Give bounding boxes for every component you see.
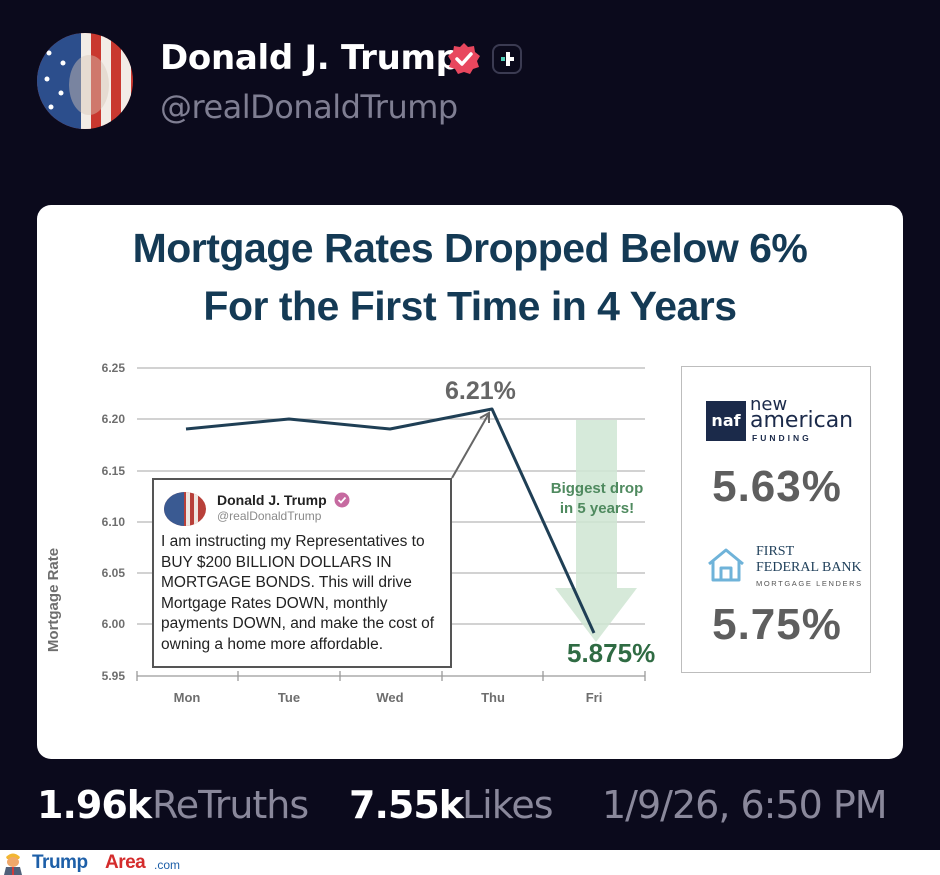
callout-pointer-arrow: [451, 411, 490, 479]
x-tick: Tue: [277, 690, 301, 705]
drop-note: Biggest drop in 5 years!: [537, 479, 657, 519]
x-tick: Wed: [376, 690, 404, 705]
likes-count[interactable]: 7.55k: [349, 783, 464, 827]
rate-series-line: [185, 407, 596, 634]
drop-note-line1: Biggest drop: [550, 480, 644, 497]
watermark-brand: .com: [154, 858, 181, 872]
likes-label[interactable]: Likes: [462, 783, 554, 827]
x-tick: Mon: [173, 690, 201, 705]
callout-avatar: [164, 492, 206, 526]
post-stats: 1.96k ReTruths 7.55k Likes 1/9/26, 6:50 …: [37, 783, 917, 827]
lender-name: FEDERAL BANK: [756, 560, 862, 575]
retruths-label[interactable]: ReTruths: [152, 783, 309, 827]
lender-name: MORTGAGE LENDERS: [756, 579, 863, 588]
flag-portrait-avatar-icon: [37, 33, 133, 129]
lender-name: FIRST: [756, 544, 795, 559]
lender-rate: 5.63%: [712, 462, 842, 511]
lender-name: new: [750, 394, 788, 415]
callout-body-text: I am instructing my Representatives to B…: [161, 533, 435, 653]
naf-logo-icon: naf: [706, 401, 746, 441]
y-axis-label: Mortgage Rate: [45, 547, 62, 653]
flag-portrait-avatar-icon: [164, 492, 206, 526]
lender-rate: 5.75%: [712, 600, 842, 649]
lender-name: american: [750, 408, 854, 433]
plus-icon: [501, 52, 514, 66]
callout-author-name: Donald J. Trump: [217, 492, 327, 508]
avatar[interactable]: [37, 33, 133, 129]
graphic-title-line1: Mortgage Rates Dropped Below 6%: [132, 225, 808, 271]
author-handle[interactable]: @realDonaldTrump: [160, 88, 458, 126]
x-tick: Fri: [585, 690, 603, 705]
lender-name: FUNDING: [752, 433, 812, 443]
peak-rate-label: 6.21%: [445, 377, 516, 405]
watermark-brand: Trump: [32, 852, 88, 873]
y-tick: 6.20: [101, 412, 125, 426]
verified-badge-icon: [448, 43, 480, 74]
low-rate-label: 5.875%: [567, 638, 656, 668]
embedded-post-callout: Donald J. Trump @realDonaldTrump I am in…: [152, 478, 452, 668]
post-header: Donald J. Trump @realDonaldTrump: [0, 0, 940, 150]
x-tick: Thu: [481, 690, 505, 705]
post-image[interactable]: Mortgage Rates Dropped Below 6% For the …: [37, 205, 903, 759]
watermark-footer: Trump Area .com: [0, 850, 940, 875]
y-tick: 5.95: [101, 669, 125, 683]
x-axis: [136, 671, 646, 681]
verified-badge-icon: [334, 492, 350, 508]
y-tick: 6.00: [101, 617, 125, 631]
mascot-icon: [4, 853, 22, 875]
y-tick: 6.15: [101, 464, 125, 478]
lender-rates-panel: naf new american FUNDING 5.63% FIRST FED…: [681, 366, 871, 673]
watermark-brand: Area: [105, 852, 146, 873]
graphic-title-line2: For the First Time in 4 Years: [203, 283, 737, 329]
house-logo-icon: [708, 548, 744, 582]
drop-note-line2: in 5 years!: [559, 500, 635, 517]
green-down-arrow-icon: [555, 420, 637, 642]
y-tick: 6.10: [101, 515, 125, 529]
author-name[interactable]: Donald J. Trump: [160, 38, 460, 78]
y-tick: 6.05: [101, 566, 125, 580]
plus-badge-button[interactable]: [492, 44, 522, 74]
post-timestamp[interactable]: 1/9/26, 6:50 PM: [602, 783, 888, 827]
y-tick: 6.25: [101, 361, 125, 375]
retruths-count[interactable]: 1.96k: [37, 783, 152, 827]
callout-author-handle: @realDonaldTrump: [217, 509, 322, 523]
